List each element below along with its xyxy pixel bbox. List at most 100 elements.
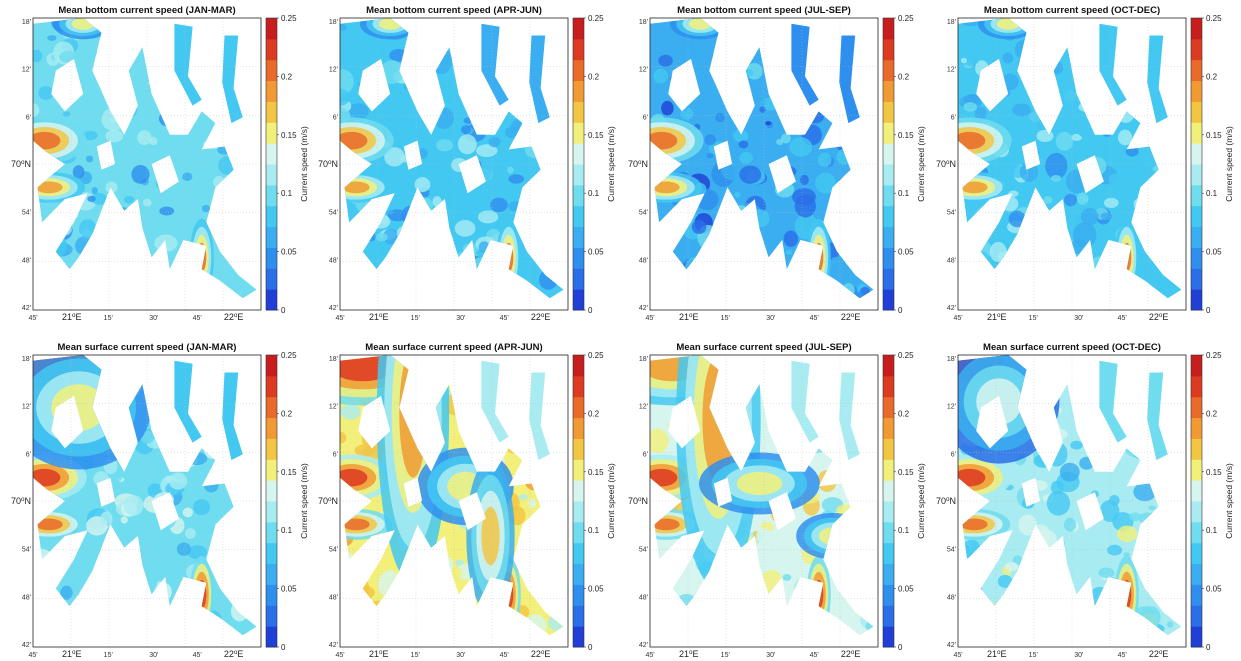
- colorbar-tick-label: 0.15: [1206, 468, 1222, 477]
- x-tick-label: 15': [1029, 652, 1038, 659]
- speed-cell: [414, 177, 431, 193]
- island: [668, 58, 701, 112]
- colorbar-segment: [1191, 355, 1202, 377]
- speed-cell: [141, 149, 148, 154]
- colorbar-segment: [573, 205, 584, 228]
- speed-cell: [704, 134, 717, 146]
- speed-cell: [477, 210, 499, 224]
- colorbar-tick-label: 0: [281, 306, 286, 315]
- colorbar-tick-label: 0.2: [1206, 409, 1218, 418]
- colorbar-segment: [573, 417, 584, 439]
- x-tick-label: 21oE: [62, 649, 82, 660]
- speed-cell: [989, 241, 1007, 262]
- colorbar-tick-label: 0.25: [281, 351, 297, 360]
- speed-cell: [1071, 133, 1083, 141]
- speed-cell: [794, 194, 816, 218]
- speed-hotspot: [342, 181, 370, 194]
- colorbar-tick-label: 0.05: [588, 585, 604, 594]
- speed-cell: [454, 219, 476, 237]
- colorbar-segment: [1191, 122, 1202, 144]
- colorbar-segment: [573, 438, 584, 460]
- colorbar-segment: [1191, 438, 1202, 460]
- colorbar-segment: [1191, 521, 1202, 544]
- colorbar-segment: [1191, 626, 1202, 648]
- colorbar-tick-label: 0.05: [1206, 585, 1222, 594]
- colorbar-segment: [573, 501, 584, 523]
- speed-cell: [418, 148, 428, 159]
- colorbar-segment: [266, 38, 277, 61]
- colorbar-segment: [266, 18, 277, 40]
- colorbar-segment: [883, 626, 894, 648]
- x-tick-label: 45': [810, 652, 819, 659]
- speed-cell: [163, 139, 177, 154]
- colorbar-segment: [1191, 501, 1202, 523]
- colorbar-tick-label: 0.05: [588, 248, 604, 257]
- speed-cell: [1133, 482, 1157, 502]
- x-tick-label: 30': [149, 652, 158, 659]
- fjord-arm: [1099, 360, 1127, 443]
- x-tick-label: 45': [1118, 315, 1127, 322]
- x-tick-label: 15': [721, 315, 730, 322]
- colorbar-tick-label: 0.05: [898, 248, 914, 257]
- colorbar-segment: [883, 417, 894, 439]
- colorbar-segment: [883, 38, 894, 61]
- island: [976, 58, 1009, 112]
- colorbar-segment: [266, 247, 277, 269]
- colorbar-tick-label: 0.1: [281, 526, 293, 535]
- colorbar-segment: [266, 626, 277, 648]
- fjord-arm: [839, 35, 860, 124]
- speed-cell: [815, 197, 826, 207]
- y-tick-label: 12': [947, 67, 956, 74]
- speed-cell: [123, 494, 144, 516]
- colorbar-segment: [883, 480, 894, 502]
- colorbar-frame: [572, 17, 585, 311]
- y-tick-label: 48': [947, 594, 956, 601]
- speed-cell: [1004, 561, 1019, 572]
- y-tick-label: 48': [22, 257, 31, 264]
- plot-frame: [957, 354, 1187, 648]
- speed-cell: [91, 114, 102, 124]
- map-panel: Mean surface current speed (JUL-SEP) 18' 1…: [628, 342, 926, 659]
- colorbar-label: Current speed (m/s): [299, 126, 309, 202]
- y-tick-label: 42': [329, 642, 338, 649]
- colorbar-segment: [883, 355, 894, 377]
- speed-cell: [738, 140, 749, 149]
- speed-cell: [1009, 477, 1018, 484]
- colorbar-segment: [883, 247, 894, 269]
- colorbar-segment: [266, 605, 277, 627]
- y-tick-label: 42': [947, 642, 956, 649]
- colorbar-tick-label: 0.2: [281, 72, 293, 81]
- x-tick-label: 22oE: [1149, 312, 1169, 323]
- colorbar-segment: [883, 226, 894, 248]
- map-panel: Mean bottom current speed (JUL-SEP) 18' 12…: [628, 5, 926, 322]
- island: [151, 492, 179, 531]
- colorbar-tick-label: 0.1: [898, 189, 910, 198]
- speed-cell: [386, 210, 394, 215]
- speed-cell: [1117, 129, 1133, 146]
- colorbar-segment: [266, 80, 277, 102]
- x-tick-label: 30': [149, 315, 158, 322]
- speed-cell: [1098, 567, 1115, 579]
- island: [768, 492, 796, 531]
- island: [403, 477, 423, 507]
- speed-cell: [785, 249, 793, 255]
- speed-cell: [168, 472, 188, 490]
- speed-cell: [194, 165, 211, 179]
- speed-cell: [135, 520, 146, 529]
- speed-cell: [1103, 197, 1119, 208]
- speed-cell: [159, 206, 175, 216]
- x-tick-label: 45': [28, 315, 37, 322]
- x-tick-label: 15': [721, 652, 730, 659]
- colorbar-segment: [1191, 268, 1202, 290]
- colorbar-segment: [1191, 247, 1202, 269]
- speed-cell: [75, 501, 84, 511]
- y-tick-label: 54': [329, 210, 338, 217]
- speed-cell: [79, 219, 97, 239]
- colorbar-segment: [1191, 417, 1202, 439]
- y-tick-label: 12': [22, 67, 31, 74]
- speed-cell: [1059, 462, 1080, 482]
- colorbar-tick-label: 0.1: [588, 526, 600, 535]
- island: [403, 140, 423, 170]
- y-tick-label: 48': [639, 594, 648, 601]
- colorbar-segment: [573, 605, 584, 627]
